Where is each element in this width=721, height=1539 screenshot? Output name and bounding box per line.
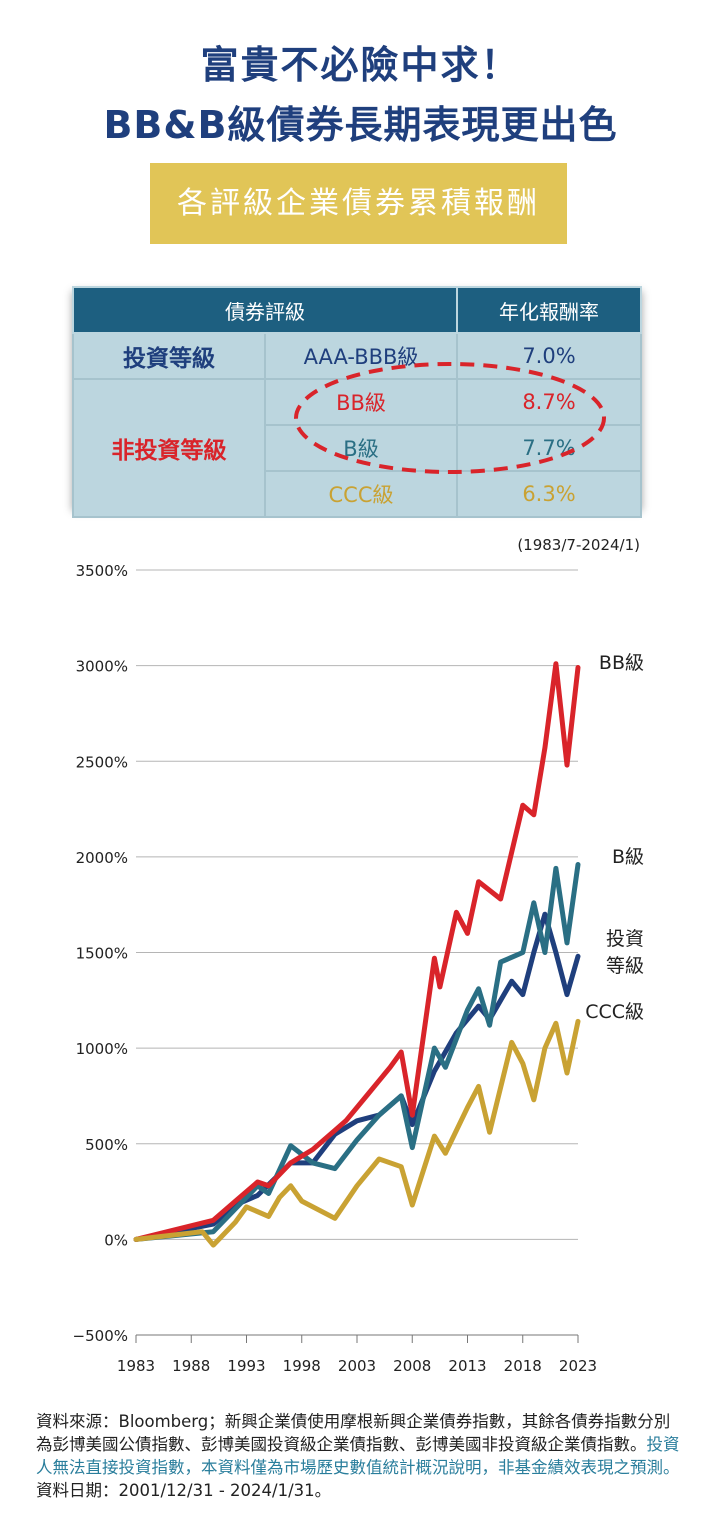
series-label-bb: BB級 [599, 652, 644, 674]
rate-b: 7.7% [456, 424, 642, 472]
page-subtitle: BB&B級債券長期表現更出色 [103, 103, 618, 147]
x-axis: 1983 1988 1993 1998 2003 2008 2013 2018 2023 [117, 1334, 597, 1375]
y-tick-label: 500% [85, 1136, 128, 1154]
data-date: 資料日期：2001/12/31 - 2024/1/31。 [36, 1481, 332, 1500]
x-tick-label: 1983 [117, 1357, 155, 1375]
rating-ccc: CCC級 [264, 470, 458, 518]
page-title: 富貴不必險中求！ [200, 43, 521, 87]
y-tick-label: 3000% [76, 658, 128, 676]
source-text: 資料來源：Bloomberg；新興企業債使用摩根新興企業債券指數，其餘各債券指數… [36, 1412, 671, 1454]
y-tick-label: 2000% [76, 849, 128, 867]
y-tick-label: 2500% [76, 753, 128, 771]
highlight-ellipse [294, 362, 606, 474]
y-tick-label: 3500% [76, 562, 128, 580]
group-non-investment: 非投資等級 [72, 378, 266, 518]
x-tick-label: 2013 [448, 1357, 486, 1375]
series-label-ccc: CCC級 [585, 1001, 644, 1023]
rate-ccc: 6.3% [456, 470, 642, 518]
cumulative-return-chart: (1983/7-2024/1) 3500% 3000% 2500% 2000% 1500… [73, 536, 644, 1375]
series-line-b [133, 862, 581, 1242]
x-tick-label: 1988 [172, 1357, 210, 1375]
y-tick-label: −500% [73, 1327, 128, 1345]
chart-banner: 各評級企業債券累積報酬 [150, 163, 567, 244]
y-axis: 3500% 3000% 2500% 2000% 1500% 1000% 500% 0% −500… [73, 562, 128, 1345]
rating-table: 債券評級 年化報酬率 投資等級 AAA-BBB級 7.0% 非投資等級 BB級 … [72, 286, 642, 518]
series-lines [133, 661, 581, 1248]
y-tick-label: 0% [104, 1231, 128, 1249]
x-tick-label: 2008 [393, 1357, 431, 1375]
group-investment: 投資等級 [72, 332, 266, 380]
series-line-bb [133, 661, 581, 1242]
series-line-ccc [133, 1018, 581, 1248]
x-tick-label: 2018 [504, 1357, 542, 1375]
y-tick-label: 1500% [76, 945, 128, 963]
y-tick-label: 1000% [76, 1040, 128, 1058]
series-label-b: B級 [612, 846, 644, 868]
header-annual-return: 年化報酬率 [456, 286, 642, 334]
chart-grid [136, 569, 578, 1240]
rate-bb: 8.7% [456, 378, 642, 426]
rate-aaa-bbb: 7.0% [456, 332, 642, 380]
x-tick-label: 2003 [338, 1357, 376, 1375]
period-label: (1983/7-2024/1) [517, 536, 640, 554]
series-line-investment [133, 911, 581, 1242]
x-tick-label: 1993 [227, 1357, 265, 1375]
rating-aaa-bbb: AAA-BBB級 [264, 332, 458, 380]
header-rating: 債券評級 [72, 286, 458, 334]
source-note: 資料來源：Bloomberg；新興企業債使用摩根新興企業債券指數，其餘各債券指數… [36, 1410, 686, 1502]
disclaimer-text: 投資人無法直接投資指數，本資料僅為市場歷史數值統計概況說明，非基金績效表現之預測… [36, 1435, 680, 1477]
series-label-investment: 投資 [606, 928, 644, 950]
x-tick-label: 1998 [283, 1357, 321, 1375]
series-label-investment: 等級 [606, 955, 644, 977]
x-tick-label: 2023 [559, 1357, 597, 1375]
